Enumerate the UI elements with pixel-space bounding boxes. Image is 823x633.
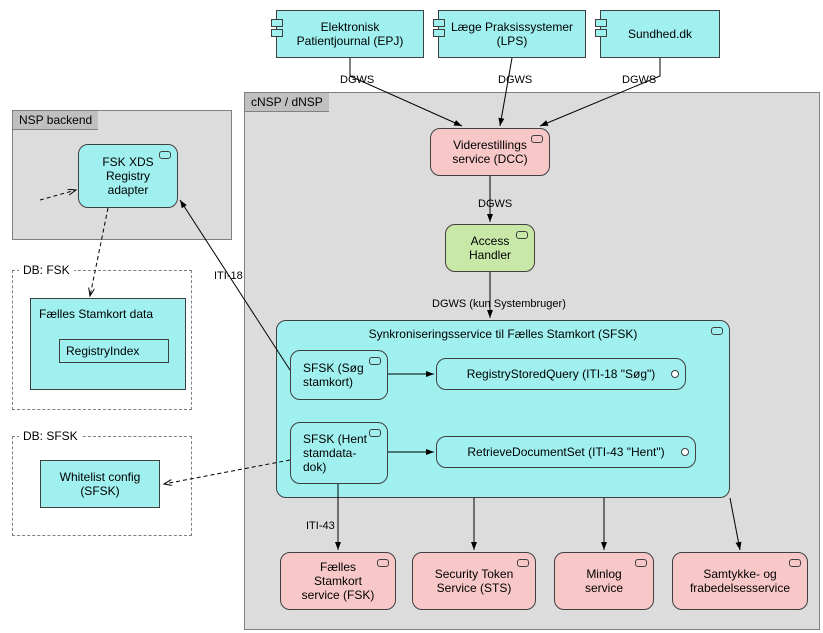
- component-sundhed: Sundhed.dk: [600, 10, 720, 58]
- component-lps: Læge Praksissystemer (LPS): [438, 10, 586, 58]
- container-cnsp-title: cNSP / dNSP: [245, 93, 329, 112]
- fsk-service-label: Fælles Stamkort service (FSK): [302, 560, 375, 602]
- component-sts: Security Token Service (STS): [412, 552, 536, 610]
- component-stamkort-data: Fælles Stamkort data RegistryIndex: [30, 298, 186, 390]
- fsk-xds-iface-icon: [159, 151, 171, 159]
- whitelist-label: Whitelist config (SFSK): [60, 470, 141, 498]
- epj-label: Elektronisk Patientjournal (EPJ): [297, 20, 404, 48]
- stamkort-data-label: Fælles Stamkort data: [39, 307, 153, 321]
- access-handler-label: Access Handler: [469, 234, 511, 262]
- sfsk-hent-label: SFSK (Hent stamdata- dok): [299, 432, 379, 474]
- component-minlog: Minlog service: [554, 552, 654, 610]
- component-samtykke: Samtykke- og frabedelsesservice: [672, 552, 808, 610]
- samtykke-label: Samtykke- og frabedelsesservice: [690, 567, 790, 595]
- sts-iface-icon: [517, 559, 529, 567]
- component-fsk-xds: FSK XDS Registry adapter: [78, 144, 178, 208]
- component-dcc: Viderestillings service (DCC): [430, 128, 550, 176]
- fsk-xds-label: FSK XDS Registry adapter: [102, 155, 153, 197]
- sfsk-hent-iface-icon: [369, 429, 381, 437]
- label-dgws-3: DGWS: [622, 74, 656, 86]
- access-handler-iface-icon: [516, 231, 528, 239]
- sfsk-container-title: Synkroniseringsservice til Fælles Stamko…: [287, 327, 719, 341]
- component-access-handler: Access Handler: [445, 224, 535, 272]
- registry-query-label: RegistryStoredQuery (ITI-18 "Søg"): [467, 367, 656, 381]
- fsk-service-iface-icon: [377, 559, 389, 567]
- registry-index-label: RegistryIndex: [66, 344, 139, 358]
- dcc-label: Viderestillings service (DCC): [452, 138, 527, 166]
- registry-index-box: RegistryIndex: [59, 339, 169, 363]
- label-dgws-4: DGWS: [478, 198, 512, 210]
- label-iti18: ITI-18: [214, 270, 243, 282]
- label-dgws-system: DGWS (kun Systembruger): [432, 298, 566, 310]
- component-whitelist: Whitelist config (SFSK): [40, 460, 160, 508]
- sfsk-sog-label: SFSK (Søg stamkort): [299, 361, 379, 389]
- registry-query-lollipop-icon: [671, 370, 679, 378]
- lps-label: Læge Praksissystemer (LPS): [451, 20, 573, 48]
- component-sfsk-sog: SFSK (Søg stamkort): [290, 350, 388, 400]
- db-fsk-title: DB: FSK: [19, 263, 74, 277]
- sts-label: Security Token Service (STS): [435, 567, 514, 595]
- minlog-iface-icon: [635, 559, 647, 567]
- retrieve-doc-lollipop-icon: [681, 448, 689, 456]
- db-sfsk-title: DB: SFSK: [19, 429, 82, 443]
- component-retrieve-doc: RetrieveDocumentSet (ITI-43 "Hent"): [436, 436, 696, 468]
- minlog-label: Minlog service: [585, 567, 623, 595]
- sundhed-label: Sundhed.dk: [628, 27, 692, 41]
- samtykke-iface-icon: [789, 559, 801, 567]
- component-fsk-service: Fælles Stamkort service (FSK): [280, 552, 396, 610]
- component-registry-query: RegistryStoredQuery (ITI-18 "Søg"): [436, 358, 686, 390]
- dcc-iface-icon: [531, 135, 543, 143]
- component-sfsk-hent: SFSK (Hent stamdata- dok): [290, 422, 388, 484]
- retrieve-doc-label: RetrieveDocumentSet (ITI-43 "Hent"): [467, 445, 664, 459]
- component-epj: Elektronisk Patientjournal (EPJ): [276, 10, 424, 58]
- sfsk-container-iface-icon: [711, 327, 723, 335]
- label-dgws-1: DGWS: [340, 74, 374, 86]
- label-dgws-2: DGWS: [498, 74, 532, 86]
- container-nsp-backend-title: NSP backend: [13, 111, 98, 130]
- label-iti43: ITI-43: [306, 520, 335, 532]
- sfsk-sog-iface-icon: [369, 357, 381, 365]
